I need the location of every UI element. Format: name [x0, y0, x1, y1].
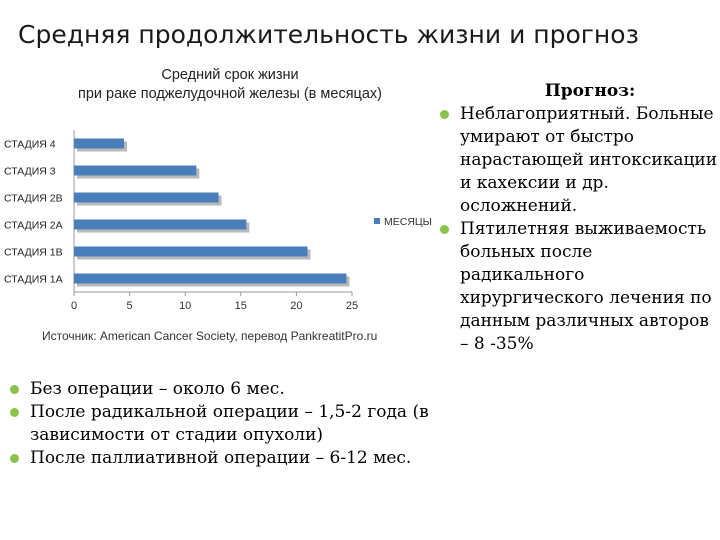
list-item-text: После радикальной операции – 1,5-2 года … — [30, 402, 429, 445]
prognosis-list: Неблагоприятный. Больные умирают от быст… — [438, 103, 720, 356]
bar-1 — [74, 138, 125, 149]
chart-title-line1: Средний срок жизни — [161, 67, 299, 83]
list-item: Неблагоприятный. Больные умирают от быст… — [438, 103, 720, 218]
bar-6 — [74, 273, 347, 284]
legend-swatch — [374, 218, 380, 224]
list-item-text: Пятилетняя выживаемость больных после ра… — [460, 219, 712, 354]
bar-2 — [74, 165, 197, 176]
list-item: После паллиативной операции – 6-12 мес. — [8, 447, 438, 470]
list-item-text: Без операции – около 6 мес. — [30, 379, 285, 399]
legend-label: МЕСЯЦЫ — [384, 216, 432, 228]
chart-title: Средний срок жизни при раке поджелудочно… — [20, 66, 440, 104]
prognosis-panel: Прогноз: Неблагоприятный. Больные умираю… — [438, 80, 720, 356]
category-label: СТАДИЯ 2A — [4, 220, 63, 232]
category-label: СТАДИЯ 1A — [4, 274, 63, 286]
x-tick-label: 0 — [71, 300, 77, 312]
bullet-icon — [10, 385, 19, 394]
chart-title-line2: при раке поджелудочной железы (в месяцах… — [77, 86, 383, 102]
bullet-icon — [440, 225, 449, 234]
bar-4 — [74, 219, 247, 230]
x-tick-label: 25 — [346, 300, 358, 312]
list-item-text: После паллиативной операции – 6-12 мес. — [30, 448, 412, 468]
slide-title: Средняя продолжительность жизни и прогно… — [18, 20, 639, 49]
chart-source: Источник: American Cancer Society, перев… — [42, 329, 378, 343]
x-tick-label: 10 — [179, 300, 191, 312]
survival-panel: Без операции – около 6 мес. После радика… — [8, 378, 438, 470]
x-tick-label: 20 — [290, 300, 302, 312]
category-label: СТАДИЯ 1B — [4, 247, 63, 259]
bullet-icon — [440, 110, 449, 119]
bar-5 — [74, 246, 308, 257]
category-label: СТАДИЯ 4 — [4, 139, 56, 151]
list-item: Без операции – около 6 мес. — [8, 378, 438, 401]
bullet-icon — [10, 408, 19, 417]
list-item-text: Неблагоприятный. Больные умирают от быст… — [460, 104, 718, 216]
category-label: СТАДИЯ 2B — [4, 193, 63, 205]
x-tick-label: 15 — [235, 300, 247, 312]
list-item: Пятилетняя выживаемость больных после ра… — [438, 218, 720, 356]
x-tick-label: 5 — [127, 300, 133, 312]
category-label: СТАДИЯ 3 — [4, 166, 56, 178]
list-item: После радикальной операции – 1,5-2 года … — [8, 401, 438, 447]
survival-list: Без операции – около 6 мес. После радика… — [8, 378, 438, 470]
bar-3 — [74, 192, 219, 203]
bullet-icon — [10, 454, 19, 463]
prognosis-heading: Прогноз: — [544, 81, 636, 101]
